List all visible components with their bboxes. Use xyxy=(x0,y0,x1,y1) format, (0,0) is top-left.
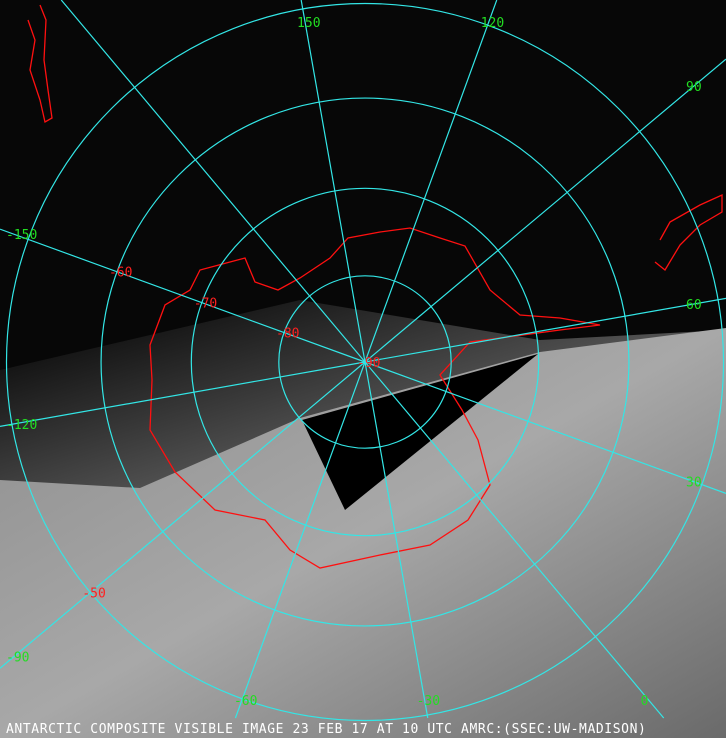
south-america-coastline xyxy=(27,4,53,123)
longitude-label: 150 xyxy=(297,16,320,31)
longitude-label: -90 xyxy=(6,651,29,666)
longitude-line xyxy=(364,58,726,363)
longitude-label: -120 xyxy=(6,418,37,433)
longitude-label: -60 xyxy=(234,694,257,709)
longitude-label: 0 xyxy=(641,694,649,709)
longitude-line xyxy=(364,0,498,363)
latitude-circle xyxy=(5,2,725,722)
longitude-label: -30 xyxy=(417,694,440,709)
no-data-triangle xyxy=(302,354,538,510)
latitude-label: -80 xyxy=(276,327,299,342)
latitude-circle xyxy=(278,275,452,449)
longitude-line xyxy=(364,297,726,363)
longitude-line xyxy=(364,361,429,719)
latitude-label: -70 xyxy=(194,297,217,312)
dark-ocean-top xyxy=(0,0,726,370)
longitude-line xyxy=(364,361,665,719)
graticule-labels: 150 120 90 60 30 0 -30 -60 -90 -120 -150 -50 -60 -70 -… xyxy=(6,16,702,709)
longitude-line xyxy=(0,361,366,427)
longitude-line xyxy=(0,228,366,363)
latitude-label: -60 xyxy=(109,266,132,281)
longitude-label: -150 xyxy=(6,228,37,243)
longitude-line xyxy=(60,0,366,363)
latitude-circle xyxy=(190,187,540,537)
latitude-circle xyxy=(100,97,630,627)
longitude-label: 90 xyxy=(686,80,702,95)
image-caption: ANTARCTIC COMPOSITE VISIBLE IMAGE 23 FEB… xyxy=(6,722,647,737)
longitude-line xyxy=(300,0,366,363)
longitude-line xyxy=(234,361,366,719)
antarctica-coastline xyxy=(149,227,601,569)
coastlines xyxy=(27,4,723,569)
new-zealand-coastline xyxy=(654,193,723,271)
daylight-cloud-region xyxy=(0,328,726,738)
longitude-label: 120 xyxy=(481,16,504,31)
longitude-label: 30 xyxy=(686,476,702,491)
latitude-label: -50 xyxy=(82,586,105,601)
longitude-line xyxy=(364,361,726,494)
longitude-label: 60 xyxy=(686,298,702,313)
longitude-line xyxy=(0,361,366,669)
graticule xyxy=(0,0,726,722)
latitude-label: -90 xyxy=(357,356,380,371)
